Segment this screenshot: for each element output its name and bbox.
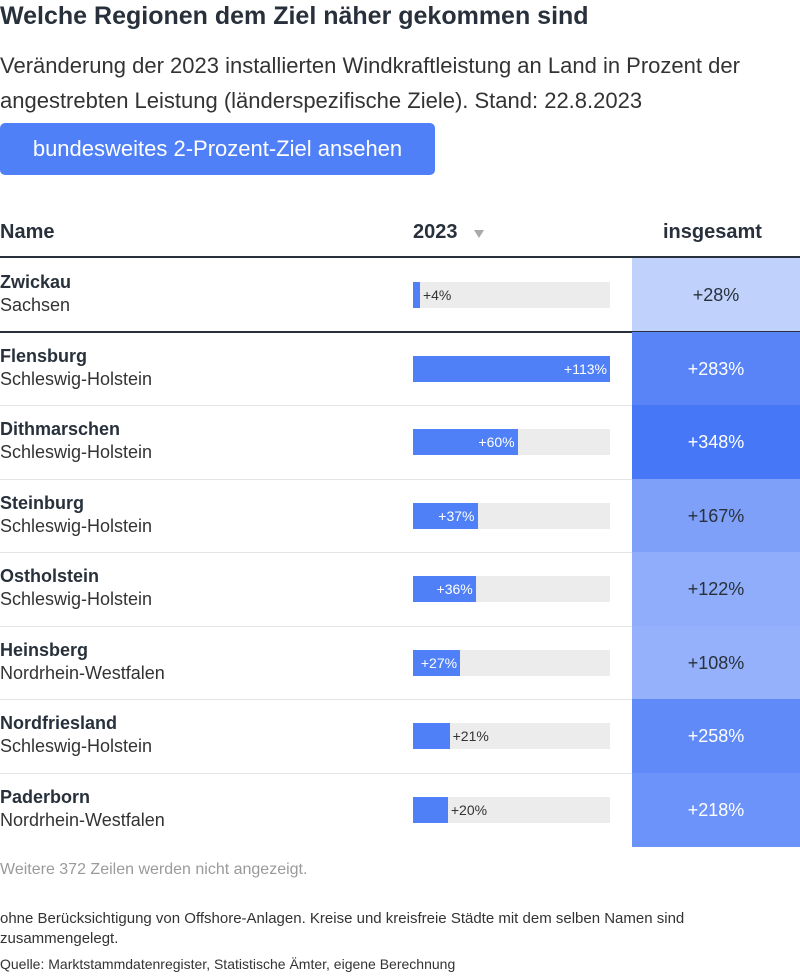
row-name: Dithmarschen [0, 419, 121, 439]
total-label: +258% [687, 726, 745, 746]
total-cell [632, 772, 800, 847]
bar-label: +60% [478, 434, 515, 450]
notes: ohne Berücksichtigung von Offshore-Anlag… [0, 910, 685, 947]
button[interactable]: bundesweites 2-Prozent-Ziel ansehen [0, 123, 435, 175]
title: Welche Regionen dem Ziel näher gekommen … [0, 2, 589, 30]
total-label: +218% [687, 799, 745, 820]
total-cell [632, 699, 800, 773]
bar-label: +27% [420, 654, 458, 671]
row-region: Nordrhein-Westfalen [0, 662, 165, 683]
row-name: Paderborn [0, 786, 91, 807]
total-label: +122% [687, 579, 745, 599]
header-rule [0, 256, 800, 258]
row-region: Schleswig-Holstein [0, 589, 153, 609]
bar-label: +21% [452, 728, 489, 744]
row-region: Schleswig-Holstein [0, 736, 153, 756]
total-cell [632, 405, 800, 479]
column-header[interactable]: insgesamt [663, 221, 762, 243]
row-separator [0, 478, 632, 480]
bar-track [413, 282, 610, 308]
row-name: Zwickau [0, 272, 72, 292]
total-cell [632, 552, 800, 626]
total-label: +28% [692, 285, 740, 305]
row-region: Schleswig-Holstein [0, 515, 153, 536]
row-separator [0, 552, 632, 553]
column-header[interactable]: Name [0, 221, 55, 243]
total-cell [632, 258, 800, 332]
total-cell [632, 625, 800, 700]
total-label: +348% [687, 432, 745, 452]
sort-icon [474, 230, 484, 238]
row-name: Flensburg [0, 345, 88, 366]
row-region: Schleswig-Holstein [0, 442, 153, 462]
bar [413, 796, 448, 823]
bar-label: +113% [564, 360, 607, 377]
row-name: Ostholstein [0, 566, 100, 586]
bar [413, 723, 450, 749]
bar [413, 502, 478, 529]
row-name: Nordfriesland [0, 713, 118, 733]
total-label: +108% [687, 652, 745, 673]
total-cell [632, 478, 800, 553]
bar [413, 355, 610, 382]
source: Quelle: Marktstammdatenregister, Statist… [0, 956, 456, 972]
bar [413, 282, 420, 308]
bar-label: +4% [422, 287, 452, 303]
row-separator [0, 699, 632, 700]
bar-label: +36% [436, 581, 473, 597]
row-region: Schleswig-Holstein [0, 368, 153, 389]
pinned-rule [0, 330, 800, 333]
row-name: Heinsberg [0, 639, 89, 660]
total-label: +167% [687, 505, 745, 526]
row-region: Sachsen [0, 295, 71, 315]
column-header[interactable]: 2023 [413, 221, 458, 243]
subtitle: Veränderung der 2023 installierten Windk… [0, 53, 740, 113]
row-name: Steinburg [0, 492, 84, 513]
total-label: +283% [687, 358, 745, 379]
more-rows: Weitere 372 Zeilen werden nicht angezeig… [0, 861, 308, 878]
bar [413, 429, 518, 455]
bar-label: +37% [438, 507, 475, 524]
bar [413, 576, 476, 602]
row-separator [0, 625, 632, 627]
row-region: Nordrhein-Westfalen [0, 809, 165, 830]
row-separator [0, 772, 632, 774]
bar-label: +20% [450, 801, 488, 818]
total-cell [632, 331, 800, 406]
bar [413, 649, 461, 676]
row-separator [0, 405, 632, 406]
